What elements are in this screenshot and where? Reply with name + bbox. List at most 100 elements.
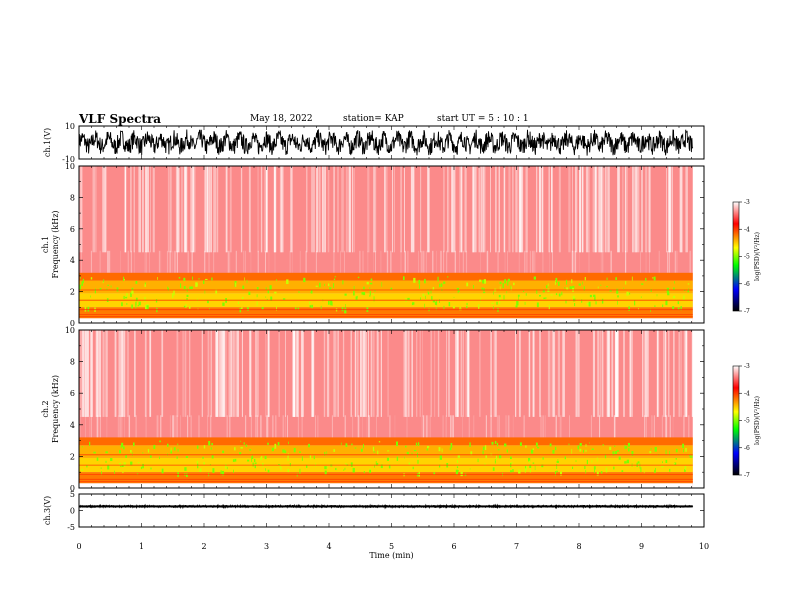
ch1-spectrogram-psd-streak — [169, 250, 171, 273]
ch1-spectrogram-psd-speck — [432, 287, 435, 291]
ch2-spectrogram-psd-streak — [672, 415, 674, 438]
ch2-spectrogram-psd-speck — [239, 452, 242, 455]
ch2-spectrogram-psd-speck — [114, 470, 115, 474]
ch1-spectrogram-psd-streak — [362, 250, 364, 273]
ch1-spectrogram-psd-speck — [125, 296, 128, 299]
ch2-spectrogram-psd-speck — [177, 448, 179, 452]
ch1-spectrogram-psd-streak — [348, 166, 351, 253]
ch1-spectrogram-psd-speck — [87, 306, 90, 312]
ch2-spectrogram-psd-streak — [199, 415, 200, 438]
ch1-spectrogram-psd-speck — [439, 299, 440, 303]
ch1-spectrogram-psd-speck — [270, 296, 273, 301]
ch1-spectrogram-psd-speck — [411, 303, 414, 306]
ch2-spectrogram-psd-speck — [554, 471, 556, 476]
ch2-spectrogram-psd-speck — [252, 454, 253, 459]
ch1-spectrogram-psd-streak — [525, 166, 528, 253]
ch1-spectrogram-psd-speck — [499, 286, 501, 290]
ch1-spectrogram-psd-streak — [315, 250, 317, 273]
ch2-spectrogram-psd-speck — [413, 449, 417, 452]
ch1-spectrogram-psd-speck — [478, 304, 480, 309]
ch1-spectrogram-psd-streak — [385, 166, 388, 253]
ch1-spectrogram-psd-speck — [564, 287, 566, 289]
station-label: station= KAP — [343, 114, 404, 124]
ch2-spectrogram-psd-speck — [408, 462, 411, 466]
ch2-spectrogram-psd-streak — [456, 330, 458, 417]
ch1-spectrogram-psd-streak — [422, 250, 424, 273]
ch1-spectrogram-psd-streak — [191, 250, 193, 273]
ch1-spectrogram-psd-speck — [597, 286, 599, 289]
ch1-spectrogram-psd-streak — [574, 250, 575, 273]
ch1-spectrogram-psd-streak — [529, 250, 531, 273]
ch2-spectrogram-psd-speck — [640, 467, 642, 473]
ch1-spectrogram-psd-speck — [466, 302, 468, 306]
ch1-spectrogram-psd-speck — [507, 278, 510, 282]
ch1-spectrogram-psd-streak — [674, 250, 676, 273]
ch1-spectrogram-psd-streak — [610, 250, 612, 273]
ch1-spectrogram-psd-streak — [592, 166, 595, 253]
ch1-spectrogram-psd-speck — [513, 282, 515, 286]
ch1-spectrogram-psd-speck — [425, 295, 426, 299]
ch2-spectrogram-psd-speck — [572, 466, 574, 469]
ch1-spectrogram-psd-streak — [582, 166, 584, 253]
ch1-spectrogram-psd-speck — [311, 304, 313, 309]
ch1-spectrogram-psd-streak — [676, 250, 678, 273]
ch2-spectrogram-psd-speck — [234, 447, 236, 451]
ch1-spectrogram-psd-streak — [507, 250, 508, 273]
ch2-spectrogram-psd-streak — [457, 330, 459, 417]
ch2-spectrogram-psd-speck — [557, 459, 559, 462]
ch1-spectrogram-psd-streak — [333, 166, 335, 253]
ch1-spectrogram-psd-speck — [466, 306, 468, 308]
ch2-spectrogram-psd-streak — [463, 330, 464, 417]
ch2-spectrogram-psd-streak — [450, 415, 452, 438]
ch1-spectrogram-psd-streak — [146, 250, 147, 273]
ch1-spectrogram-psd-streak — [229, 166, 232, 253]
ch2-spectrogram-psd-speck — [449, 447, 452, 451]
ch1-spectrogram-psd-speck — [303, 277, 306, 283]
ch1-spectrogram-psd-streak — [235, 250, 237, 273]
ch1-spectrogram-psd-speck — [403, 276, 405, 281]
ch2-spectrogram-psd-speck — [222, 450, 225, 454]
ch2-spectrogram-psd-speck — [299, 468, 301, 474]
ch1-spectrogram-psd-speck — [183, 305, 186, 308]
ch2-spectrogram-psd-speck — [100, 467, 102, 469]
ch2-spectrogram-psd-streak — [229, 330, 232, 417]
ch1-spectrogram-psd-speck — [90, 295, 91, 298]
ch1-spectrogram-colorbar — [732, 201, 740, 312]
ch1-spectrogram-psd-speck — [572, 295, 575, 299]
ch1-spectrogram-psd-speck — [297, 307, 300, 310]
ch2-spectrogram-psd-streak — [457, 330, 459, 417]
ch1-spectrogram-psd-streak — [690, 250, 692, 273]
ch1-spectrogram-psd-speck — [483, 279, 486, 284]
ch1-spectrogram-psd-speck — [623, 287, 625, 289]
ch1-spectrogram-psd-speck — [413, 277, 416, 283]
ch1-spectrogram-psd-speck — [572, 285, 575, 290]
ch2-spectrogram-psd-speck — [369, 469, 371, 473]
ch2-spectrogram-psd-streak — [350, 330, 352, 417]
ch1-spectrogram-psd-streak — [572, 250, 573, 273]
ch2-spectrogram-psd-speck — [439, 455, 442, 460]
chart-title: VLF Spectra — [79, 112, 162, 126]
ch3-waveform-x-tick-label: 6 — [451, 542, 456, 551]
ch2-spectrogram-psd-streak — [448, 330, 450, 417]
ch1-spectrogram-psd-speck — [652, 277, 654, 279]
ch3-waveform-y-tick-label: 5 — [70, 490, 75, 499]
ch2-spectrogram-psd-speck — [691, 455, 693, 459]
ch1-spectrogram-psd-speck — [482, 279, 485, 284]
ch2-spectrogram-psd-speck — [233, 469, 234, 473]
ch2-spectrogram-psd-streak — [334, 330, 337, 417]
ch1-spectrogram-psd-streak — [666, 166, 668, 253]
ch1-spectrogram-psd-streak — [167, 166, 170, 253]
ch1-spectrogram-psd-streak — [667, 250, 669, 273]
ch1-spectrogram-psd-streak — [498, 166, 500, 253]
ch2-spectrogram-psd-speck — [542, 457, 544, 460]
ch2-spectrogram-psd-streak — [380, 330, 382, 417]
ch3-waveform-x-tick-label: 0 — [76, 542, 81, 551]
ch3-waveform-x-tick-label: 4 — [326, 542, 331, 551]
ch1-spectrogram-psd-speck — [172, 293, 174, 298]
ch1-spectrogram-psd-speck — [583, 286, 585, 291]
ch2-spectrogram-psd-speck — [142, 452, 144, 454]
ch2-spectrogram-psd-speck — [585, 470, 587, 474]
ch2-spectrogram-psd-streak — [210, 330, 212, 417]
ch2-spectrogram-psd-streak — [172, 415, 174, 438]
ch1-spectrogram-psd-speck — [265, 287, 267, 290]
